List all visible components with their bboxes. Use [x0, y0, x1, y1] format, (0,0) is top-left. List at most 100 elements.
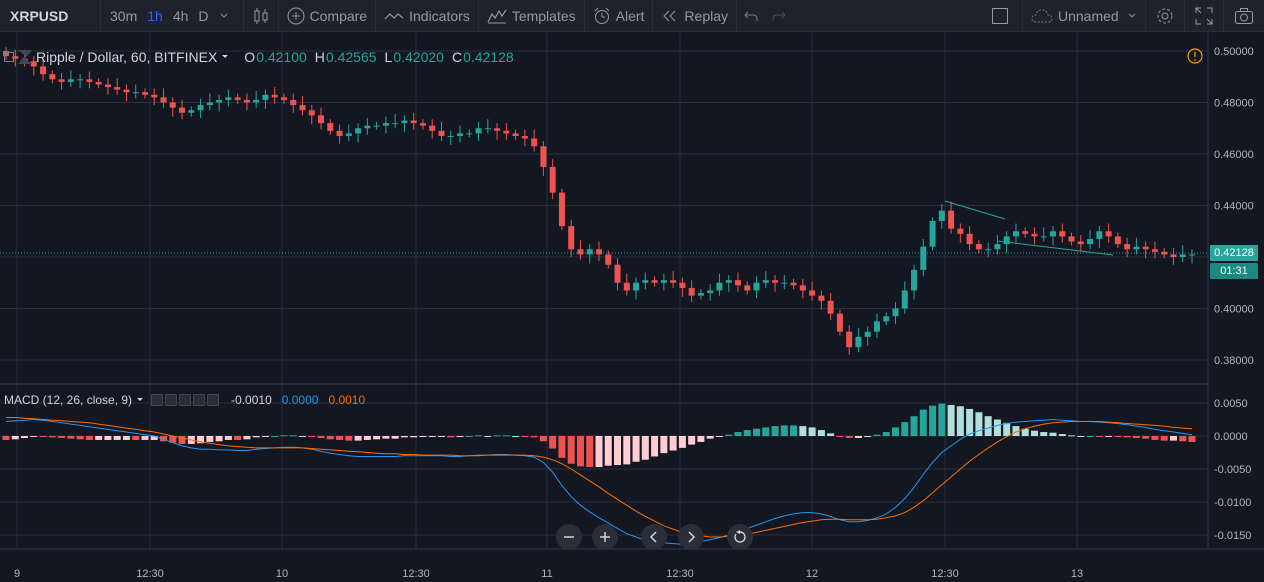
candle-body: [1003, 236, 1010, 245]
replay-button[interactable]: Replay: [653, 0, 736, 32]
macd-histogram: [2, 403, 1196, 468]
histogram-bar: [308, 436, 316, 437]
chevron-left-icon: [649, 531, 657, 543]
alert-button[interactable]: Alert: [585, 0, 653, 32]
zoom-in-button[interactable]: [592, 524, 618, 550]
histogram-bar: [271, 436, 279, 437]
candle-body: [734, 280, 741, 286]
scroll-right-button[interactable]: [678, 524, 704, 550]
settings-icon[interactable]: [165, 394, 178, 406]
exclamation-circle-icon[interactable]: [1187, 48, 1203, 64]
high-value: 0.42565: [325, 49, 377, 65]
histogram-bar: [1012, 426, 1020, 436]
histogram-bar: [85, 436, 93, 440]
collapse-icon[interactable]: [4, 52, 14, 62]
add-icon[interactable]: [193, 394, 206, 406]
price-tick-label: 0.38000: [1214, 355, 1254, 367]
interval-4h[interactable]: 4h: [172, 7, 189, 24]
histogram-bar: [947, 404, 955, 436]
time-tick-label: 12:30: [931, 568, 959, 580]
candle-body: [299, 105, 306, 111]
redo-icon[interactable]: [765, 0, 793, 32]
undo-icon[interactable]: [737, 0, 765, 32]
close-icon[interactable]: [207, 394, 220, 406]
zoom-out-button[interactable]: [556, 524, 582, 550]
chart-canvas[interactable]: 0.50000 0.48000 0.46000 0.44000 0.40000 0.380…: [0, 33, 1264, 582]
price-axis[interactable]: 0.50000 0.48000 0.46000 0.44000 0.40000 0.380…: [1214, 46, 1254, 367]
reset-chart-button[interactable]: [727, 524, 753, 550]
time-tick-label: 12:30: [666, 568, 694, 580]
symbol-search[interactable]: XRPUSD: [10, 7, 69, 24]
candle-body: [429, 125, 436, 131]
histogram-bar: [956, 406, 964, 436]
toolbar-divider: [477, 0, 479, 32]
candle-body: [419, 123, 426, 126]
histogram-bar: [67, 436, 75, 439]
plus-circle-icon: [287, 7, 305, 24]
gear-icon[interactable]: [1146, 0, 1184, 32]
candle-body: [1142, 246, 1149, 250]
histogram-bar: [299, 436, 306, 437]
macd-title[interactable]: MACD (12, 26, close, 9): [4, 393, 133, 407]
time-axis[interactable]: 9 12:30 10 12:30 11 12:30 12 12:30 13: [14, 568, 1083, 580]
candles-style-icon[interactable]: [244, 0, 278, 32]
histogram-bar: [706, 436, 714, 439]
chevron-down-icon[interactable]: [220, 52, 230, 62]
templates-button[interactable]: Templates: [479, 0, 584, 32]
macd-tick-label: -0.0100: [1214, 497, 1251, 509]
fullscreen-icon[interactable]: [1185, 0, 1223, 32]
interval-dropdown-icon[interactable]: [214, 8, 239, 24]
candle-body: [123, 89, 130, 93]
chevron-down-icon[interactable]: [135, 395, 145, 405]
camera-icon[interactable]: [1224, 0, 1264, 32]
legend-title[interactable]: Ripple / Dollar, 60, BITFINEX: [36, 49, 218, 65]
histogram-bar: [345, 436, 353, 441]
histogram-bar: [1077, 436, 1085, 437]
toolbar-divider: [1184, 0, 1185, 32]
macd-line: [5, 418, 1193, 545]
histogram-bar: [1003, 422, 1011, 436]
histogram-bar: [354, 436, 362, 441]
interval-1h[interactable]: 1h: [147, 7, 163, 24]
candle-body: [521, 135, 528, 139]
candle-body: [512, 133, 519, 136]
candle-body: [1068, 236, 1075, 242]
indicators-button[interactable]: Indicators: [376, 0, 478, 32]
candle-body: [373, 125, 380, 127]
toolbar-divider: [1145, 0, 1146, 32]
histogram-bar: [919, 409, 927, 436]
drawing-trendlines[interactable]: [944, 200, 1114, 256]
macd-legend: MACD (12, 26, close, 9) -0.0010 0.0000 0…: [4, 393, 365, 407]
scroll-left-button[interactable]: [641, 524, 667, 550]
histogram-bar: [993, 419, 1001, 436]
histogram-bar: [493, 435, 501, 437]
macd-value: 0.0000: [281, 393, 319, 407]
histogram-bar: [391, 436, 399, 439]
histogram-bar: [854, 436, 862, 438]
macd-axis[interactable]: 0.0050 0.0000 -0.0050 -0.0100 -0.0150: [1214, 398, 1251, 542]
histogram-bar: [521, 436, 529, 437]
price-tick-label: 0.44000: [1214, 201, 1254, 213]
layout-square-icon[interactable]: [978, 0, 1022, 32]
candle-body: [169, 102, 176, 108]
candle-body: [1012, 231, 1019, 237]
eye-icon[interactable]: [151, 394, 164, 406]
source-icon[interactable]: [179, 394, 192, 406]
candle-body: [586, 249, 593, 255]
interval-d[interactable]: D: [198, 7, 209, 24]
high-label: H: [314, 49, 325, 65]
candle-body: [1031, 233, 1038, 237]
candle-body: [216, 99, 223, 103]
candle-body: [772, 280, 779, 283]
candle-body: [410, 120, 417, 124]
compare-button[interactable]: Compare: [279, 0, 376, 32]
candle-body: [1170, 254, 1177, 257]
candle-body: [1124, 244, 1131, 250]
histogram-bar: [743, 430, 751, 436]
histogram-bar: [882, 432, 890, 436]
candle-body: [290, 99, 297, 106]
interval-30m[interactable]: 30m: [110, 7, 138, 24]
candle-body: [95, 81, 102, 85]
layout-name-button[interactable]: Unnamed: [1023, 0, 1145, 32]
